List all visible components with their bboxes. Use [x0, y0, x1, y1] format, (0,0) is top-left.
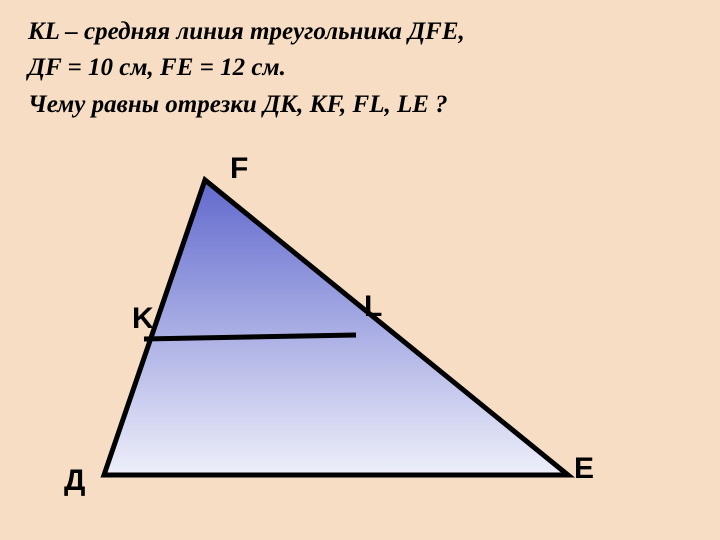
- triangle-figure: Д F E K L: [40, 150, 640, 520]
- triangle-shape: [104, 180, 568, 475]
- vertex-label-k: K: [132, 302, 154, 336]
- vertex-label-l: L: [364, 290, 382, 324]
- problem-line-2: ДF = 10 см, FE = 12 см.: [28, 50, 465, 86]
- triangle-svg: [40, 150, 640, 520]
- problem-statement: KL – средняя линия треугольника ДFE, ДF …: [28, 14, 465, 123]
- problem-line-3: Чему равны отрезки ДК, КF, FL, LE ?: [28, 87, 465, 123]
- vertex-label-f: F: [230, 152, 248, 186]
- problem-line-1: KL – средняя линия треугольника ДFE,: [28, 14, 465, 50]
- vertex-label-e: E: [574, 452, 594, 486]
- vertex-label-d: Д: [64, 464, 85, 498]
